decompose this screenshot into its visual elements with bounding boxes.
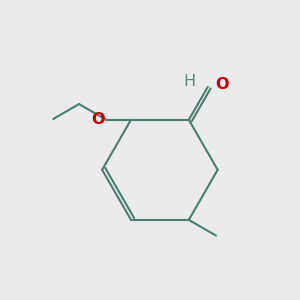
Text: H: H [184, 74, 196, 89]
Text: O: O [91, 112, 105, 127]
Text: O: O [215, 77, 229, 92]
